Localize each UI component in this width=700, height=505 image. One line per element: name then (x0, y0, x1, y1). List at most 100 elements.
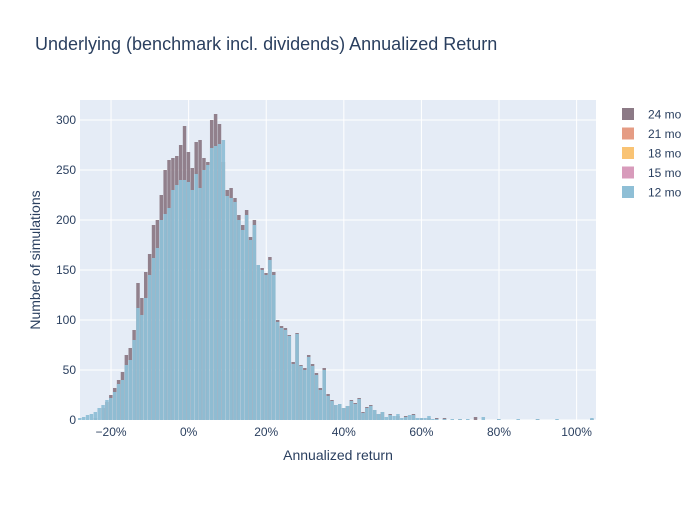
x-axis-title: Annualized return (283, 447, 393, 463)
y-tick-label: 50 (63, 363, 77, 377)
histogram-bar (415, 418, 420, 420)
histogram-bar (186, 182, 191, 420)
histogram-bar (198, 188, 202, 420)
legend-item[interactable]: 18 mo (622, 147, 682, 161)
histogram-bar (171, 190, 175, 420)
histogram-bar (85, 415, 90, 420)
histogram-bar (237, 220, 241, 420)
legend-swatch (622, 166, 634, 179)
histogram-bar (353, 404, 357, 420)
x-tick-label: 20% (254, 425, 278, 439)
histogram-bar (93, 412, 98, 420)
x-tick-label: −20% (96, 425, 127, 439)
y-tick-label: 150 (56, 263, 76, 277)
legend-swatch (622, 186, 634, 198)
histogram-bar (78, 418, 82, 420)
histogram-bar (306, 357, 311, 420)
histogram-bar (497, 419, 501, 420)
histogram-bar (81, 417, 86, 420)
y-tick-label: 0 (69, 413, 76, 427)
histogram-bar (155, 248, 160, 420)
histogram-bar (105, 400, 109, 420)
histogram-bar (407, 415, 412, 420)
histogram-bar (590, 418, 594, 420)
histogram-bar (252, 225, 257, 420)
legend-swatch (622, 147, 634, 159)
histogram-bar (241, 230, 245, 420)
histogram-bar (314, 375, 319, 420)
histogram-bar (303, 370, 307, 420)
x-tick-label: 80% (487, 425, 511, 439)
histogram-bar (217, 144, 222, 420)
legend[interactable]: 24 mo 21 mo 18 mo 15 mo 12 mo (622, 108, 682, 200)
histogram-bar (423, 418, 427, 420)
histogram-bar (151, 258, 156, 420)
legend-swatch (622, 127, 634, 140)
histogram-bar (178, 180, 183, 420)
histogram-bar (450, 419, 454, 420)
histogram-bar (330, 401, 334, 420)
histogram-bar (481, 417, 486, 420)
histogram-bar (334, 405, 338, 420)
histogram-bar (318, 390, 323, 420)
histogram-bar (116, 384, 121, 420)
histogram-bar (124, 365, 129, 420)
bars (78, 114, 594, 420)
histogram-bar (221, 140, 226, 420)
histogram-bar (466, 419, 470, 420)
histogram-bar (516, 419, 520, 420)
chart-title: Underlying (benchmark incl. dividends) A… (35, 34, 497, 54)
histogram-bar (279, 328, 284, 420)
x-tick-label: 100% (561, 425, 592, 439)
histogram-bar (132, 340, 136, 420)
legend-label: 18 mo (648, 147, 682, 161)
histogram-bar (310, 366, 315, 420)
histogram-bar (256, 265, 261, 420)
legend-item[interactable]: 24 mo (622, 108, 682, 122)
histogram-bar (248, 240, 253, 420)
histogram-bar (144, 298, 148, 420)
histogram-bar (376, 414, 381, 420)
legend-item[interactable]: 12 mo (622, 186, 682, 200)
histogram-bar (442, 419, 447, 420)
histogram-bar (167, 208, 171, 420)
legend-label: 15 mo (648, 166, 682, 180)
histogram-bar (264, 275, 268, 420)
histogram-bar (357, 399, 361, 420)
histogram-bar (89, 414, 94, 420)
legend-item[interactable]: 21 mo (622, 127, 682, 141)
histogram-bar (338, 404, 342, 420)
histogram-bar (225, 196, 229, 420)
histogram-bar (473, 417, 478, 420)
histogram-bar (427, 416, 431, 420)
histogram-bar (136, 308, 140, 420)
histogram-bar (206, 165, 210, 420)
histogram-bar (163, 214, 167, 420)
histogram-bar (233, 202, 237, 420)
histogram-bar (403, 417, 408, 420)
histogram-bar (260, 270, 264, 420)
histogram-bar (372, 410, 377, 420)
histogram-bar (283, 330, 288, 420)
histogram-bar (458, 419, 462, 420)
histogram-bar (128, 360, 132, 420)
histogram-bar (431, 419, 435, 420)
histogram-bar (392, 416, 396, 420)
histogram-bar (140, 315, 144, 420)
y-tick-label: 250 (56, 163, 76, 177)
histogram-bar (120, 380, 125, 420)
y-axis-title: Number of simulations (27, 190, 43, 329)
histogram-bar (202, 170, 206, 420)
histogram-bar (112, 392, 117, 420)
histogram-bar (388, 415, 392, 420)
histogram-bar (190, 190, 195, 420)
histogram-bar (400, 418, 404, 420)
x-tick-label: 40% (332, 425, 356, 439)
histogram-bar (194, 174, 198, 420)
histogram-bar (275, 322, 280, 420)
legend-item[interactable]: 15 mo (622, 166, 682, 180)
histogram-bar (97, 408, 101, 420)
x-tick-label: 60% (409, 425, 433, 439)
